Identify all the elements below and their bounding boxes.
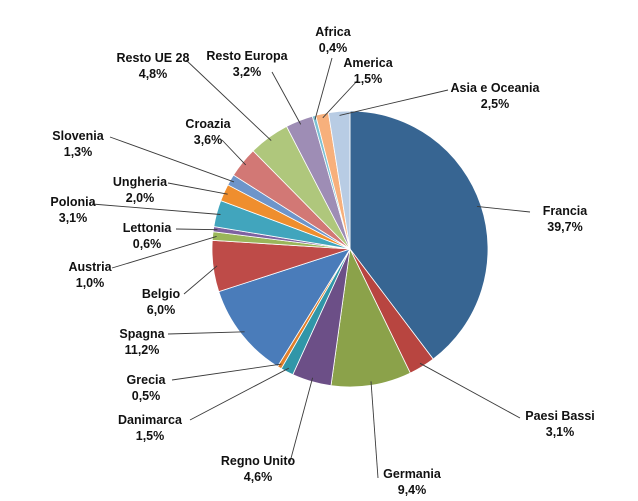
leader-line (271, 71, 302, 125)
slice-label-name: Danimarca (118, 413, 183, 427)
slice-label: Regno Unito 4,6% (221, 454, 296, 484)
leader-line (175, 228, 218, 231)
leader-line (167, 331, 245, 335)
slice-label: Spagna 11,2% (119, 327, 165, 357)
leader-line (183, 265, 218, 295)
slice-label-name: Polonia (50, 195, 96, 209)
leader-line (419, 362, 521, 419)
leader-line (111, 235, 217, 269)
slice-label-percent: 4,8% (139, 67, 168, 81)
slice-label-percent: 1,0% (76, 276, 105, 290)
slice-label: Resto Europa 3,2% (206, 49, 288, 79)
slice-label: Resto UE 28 4,8% (117, 51, 190, 81)
slice-label: Grecia 0,5% (127, 373, 167, 403)
slice-label-percent: 2,5% (481, 97, 510, 111)
slice-label-percent: 4,6% (244, 470, 273, 484)
slice-label-name: Regno Unito (221, 454, 296, 468)
leader-line (221, 139, 247, 166)
slice-label-percent: 0,5% (132, 389, 161, 403)
slice-label: Polonia 3,1% (50, 195, 96, 225)
leader-line (322, 79, 359, 119)
slice-label-percent: 6,0% (147, 303, 176, 317)
slice-label-percent: 11,2% (125, 343, 160, 357)
slice-label-percent: 1,3% (64, 145, 93, 159)
slice-label-name: Lettonia (123, 221, 173, 235)
slice-label: Paesi Bassi 3,1% (525, 409, 595, 439)
slice-label: Croazia 3,6% (185, 117, 231, 147)
slice-label-percent: 0,6% (133, 237, 162, 251)
slice-label-percent: 3,6% (194, 133, 223, 147)
slice-label-name: Croazia (185, 117, 231, 131)
leader-line (339, 89, 449, 116)
slice-label: Lettonia 0,6% (123, 221, 173, 251)
slice-label: Germania 9,4% (383, 467, 442, 497)
leader-line (289, 377, 314, 463)
slice-label: Asia e Oceania 2,5% (451, 81, 541, 111)
slice-label-percent: 2,0% (126, 191, 155, 205)
slice-label-name: Belgio (142, 287, 181, 301)
slice-label: Belgio 6,0% (142, 287, 181, 317)
slice-label-percent: 3,1% (546, 425, 575, 439)
slice-label-percent: 9,4% (398, 483, 427, 497)
slice-label: Ungheria 2,0% (113, 175, 168, 205)
slice-label-name: Spagna (119, 327, 165, 341)
slice-label-name: Francia (543, 204, 589, 218)
slice-label: Africa 0,4% (315, 25, 351, 55)
slice-label-name: Resto Europa (206, 49, 288, 63)
slice-label-name: Resto UE 28 (117, 51, 190, 65)
slice-label-percent: 3,2% (233, 65, 262, 79)
leader-line (91, 203, 221, 215)
slice-label-name: Africa (315, 25, 351, 39)
slice-label-percent: 1,5% (136, 429, 165, 443)
leader-line (109, 136, 235, 183)
slice-label-percent: 0,4% (319, 41, 348, 55)
leader-line (370, 381, 379, 479)
slice-label: Austria 1,0% (68, 260, 112, 290)
slice-label-percent: 1,5% (354, 72, 383, 86)
slice-label: Danimarca 1,5% (118, 413, 183, 443)
slice-label: America 1,5% (343, 56, 393, 86)
slice-label-name: America (343, 56, 393, 70)
slice-label-name: Ungheria (113, 175, 168, 189)
leader-line (171, 363, 282, 381)
leader-line (167, 182, 228, 195)
slice-label-percent: 39,7% (547, 220, 582, 234)
leader-line (189, 367, 290, 421)
slice-label-name: Grecia (127, 373, 167, 387)
slice-label: Slovenia 1,3% (52, 129, 104, 159)
leader-line (476, 205, 531, 213)
slice-label-percent: 3,1% (59, 211, 88, 225)
leader-line (314, 57, 333, 120)
slice-label-name: Austria (68, 260, 112, 274)
slice-label: Francia 39,7% (543, 204, 589, 234)
pie-slice-asia-e-oceania (327, 110, 351, 250)
slice-label-name: Paesi Bassi (525, 409, 595, 423)
slice-label-name: Asia e Oceania (451, 81, 541, 95)
pie-slice-francia (349, 110, 489, 360)
leader-line (185, 59, 272, 141)
slice-label-name: Slovenia (52, 129, 104, 143)
slice-label-name: Germania (383, 467, 442, 481)
